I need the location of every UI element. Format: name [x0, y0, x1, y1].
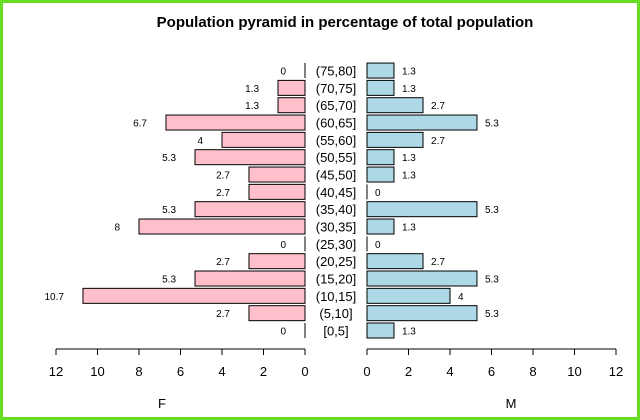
male-value-label: 2.7: [431, 136, 445, 147]
female-tick-label: 0: [301, 364, 308, 379]
male-bar: [366, 149, 395, 166]
age-group-label: (70,75]: [316, 81, 356, 96]
male-value-label: 5.3: [485, 309, 499, 320]
male-bar: [366, 218, 395, 235]
female-value-label: 6.7: [133, 119, 147, 130]
male-value-label: 5.3: [485, 275, 499, 286]
age-group-labels: [0,5] (5,10] (10,15] (15,20] (20,25] (25,30] (…: [316, 64, 356, 339]
female-bar: [277, 79, 306, 96]
male-bar: [366, 79, 395, 96]
female-value-label: 2.7: [216, 257, 230, 268]
male-bar: [366, 131, 424, 148]
female-tick-label: 6: [177, 364, 184, 379]
male-tick-label: 4: [446, 364, 453, 379]
male-tick-label: 8: [529, 364, 536, 379]
age-group-label: (30,35]: [316, 220, 356, 235]
male-value-label: 0: [375, 240, 381, 251]
age-group-label: (25,30]: [316, 237, 356, 252]
female-value-label: 2.7: [216, 309, 230, 320]
female-value-label: 1.3: [245, 84, 259, 95]
female-bar: [248, 253, 306, 270]
male-value-label: 1.3: [402, 171, 416, 182]
male-tick-label: 2: [405, 364, 412, 379]
male-tick-label: 10: [567, 364, 581, 379]
female-value-label: 10.7: [45, 292, 65, 303]
male-value-label: 0: [375, 188, 381, 199]
male-value-label: 1.3: [402, 84, 416, 95]
female-value-label: 2.7: [216, 171, 230, 182]
female-tick-label: 2: [260, 364, 267, 379]
female-bar: [138, 218, 306, 235]
female-value-label: 0: [280, 240, 286, 251]
female-bar: [277, 97, 306, 114]
male-bar: [366, 201, 478, 218]
female-value-label: 5.3: [162, 205, 176, 216]
age-group-label: (40,45]: [316, 185, 356, 200]
age-group-label: (20,25]: [316, 254, 356, 269]
male-axis-label: M: [506, 396, 517, 411]
male-value-label: 1.3: [402, 223, 416, 234]
female-bars: 0 2.7 10.7 5.3 2.7 0 8 5.3 2.7 2.7 5.3 4 6.7 1.3 1.3 0: [45, 63, 306, 338]
male-bars: 1.3 5.3 4 5.3 2.7 0 1.3 5.3 0 1.3 1.3 2.7 5.3 2.7 1.3 1…: [366, 62, 499, 339]
male-bar: [366, 114, 478, 131]
male-value-label: 2.7: [431, 101, 445, 112]
male-bar: [366, 253, 424, 270]
age-group-label: (55,60]: [316, 133, 356, 148]
age-group-label: (50,55]: [316, 150, 356, 165]
male-tick-label: 0: [363, 364, 370, 379]
female-tick-label: 8: [135, 364, 142, 379]
male-value-label: 1.3: [402, 67, 416, 78]
female-bar: [221, 131, 306, 148]
male-bar: [366, 305, 478, 322]
age-group-label: [0,5]: [323, 324, 348, 339]
chart-title: Population pyramid in percentage of tota…: [157, 14, 534, 31]
female-value-label: 5.3: [162, 153, 176, 164]
female-bar: [165, 114, 306, 131]
male-value-label: 5.3: [485, 205, 499, 216]
female-bar: [248, 305, 306, 322]
age-group-label: (60,65]: [316, 116, 356, 131]
female-axis: 12 10 8 6 4 2 0: [49, 348, 309, 379]
age-group-label: (75,80]: [316, 64, 356, 79]
female-bar: [194, 270, 306, 287]
female-tick-label: 12: [49, 364, 63, 379]
male-bar: [366, 287, 451, 304]
female-value-label: 8: [114, 223, 120, 234]
female-tick-label: 10: [90, 364, 104, 379]
male-bar: [366, 322, 395, 339]
female-bar: [82, 287, 306, 304]
male-tick-label: 6: [488, 364, 495, 379]
male-bar: [366, 97, 424, 114]
female-value-label: 0: [280, 67, 286, 78]
female-bar: [248, 166, 306, 183]
male-bar: [366, 270, 478, 287]
female-bar: [194, 149, 306, 166]
female-tick-label: 4: [218, 364, 225, 379]
age-group-label: (10,15]: [316, 289, 356, 304]
female-value-label: 5.3: [162, 275, 176, 286]
female-bar: [248, 183, 306, 200]
female-value-label: 4: [197, 136, 203, 147]
female-value-label: 2.7: [216, 188, 230, 199]
female-bar: [194, 201, 306, 218]
age-group-label: (5,10]: [319, 306, 352, 321]
female-value-label: 0: [280, 327, 286, 338]
age-group-label: (35,40]: [316, 202, 356, 217]
male-value-label: 1.3: [402, 153, 416, 164]
male-value-label: 4: [458, 292, 464, 303]
male-bar: [366, 166, 395, 183]
age-group-label: (45,50]: [316, 168, 356, 183]
male-tick-label: 12: [609, 364, 623, 379]
male-axis: 0 2 4 6 8 10 12: [363, 348, 623, 379]
female-axis-label: F: [158, 396, 166, 411]
age-group-label: (65,70]: [316, 98, 356, 113]
male-value-label: 1.3: [402, 327, 416, 338]
female-value-label: 1.3: [245, 101, 259, 112]
male-bar: [366, 62, 395, 79]
age-group-label: (15,20]: [316, 272, 356, 287]
male-value-label: 5.3: [485, 119, 499, 130]
male-value-label: 2.7: [431, 257, 445, 268]
